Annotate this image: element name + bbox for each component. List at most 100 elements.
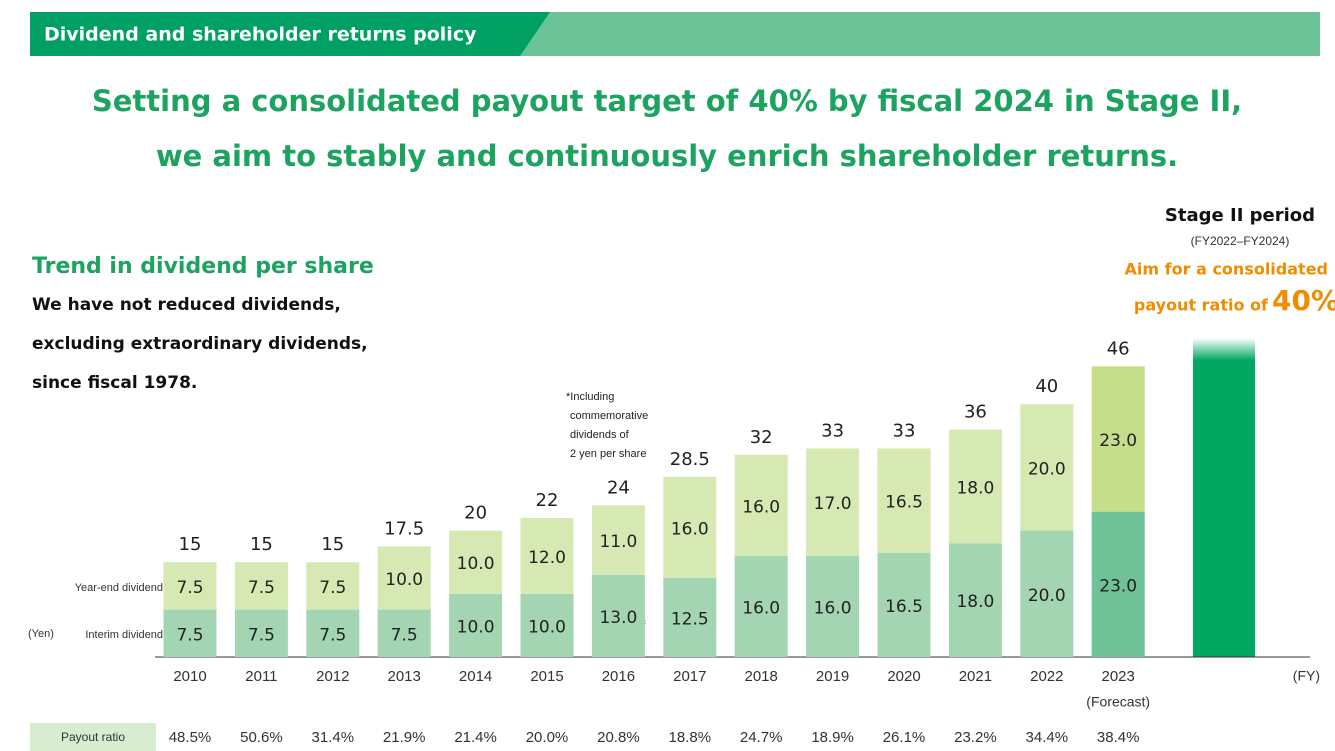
legend-label: Year-end dividend — [75, 582, 163, 594]
total-label: 22 — [536, 490, 559, 511]
value-label: 18.0 — [956, 592, 994, 612]
value-label: 18.0 — [956, 478, 994, 498]
bar-segment — [306, 562, 360, 610]
value-label: 23.0 — [1099, 576, 1137, 596]
x-tick-label: 2014 — [459, 668, 492, 685]
value-label: 16.5 — [885, 493, 923, 513]
x-tick-label: 2017 — [673, 668, 706, 685]
bar-segment — [520, 593, 574, 657]
payout-box — [30, 723, 156, 751]
banner: Dividend and shareholder returns policy — [44, 24, 477, 46]
payout-label: 21.4% — [454, 729, 497, 746]
payout-label: 20.0% — [526, 729, 569, 746]
stage-title: Stage II period — [1165, 205, 1315, 226]
value-label: 16.0 — [742, 598, 780, 618]
section-title: Trend in dividend per share — [32, 254, 374, 279]
bar-segment — [163, 562, 217, 610]
payout-label: 26.1% — [883, 729, 926, 746]
payout-label: 20.8% — [597, 729, 640, 746]
x-tick-label: 2019 — [816, 668, 849, 685]
stage-aim: Aim for a consolidated — [1125, 260, 1328, 279]
value-label: 7.5 — [248, 625, 275, 645]
value-label: 7.5 — [391, 625, 418, 645]
x-tick-label: 2022 — [1030, 668, 1063, 685]
total-label: 40 — [1035, 376, 1058, 397]
total-label: 15 — [179, 534, 202, 555]
total-label: 24 — [607, 477, 630, 498]
value-label: 23.0 — [1099, 431, 1137, 451]
value-label: 7.5 — [319, 625, 346, 645]
payout-label: 23.2% — [954, 729, 997, 746]
value-label: 7.5 — [176, 578, 203, 598]
legend-label: Interim dividend — [85, 629, 163, 641]
bar-segment — [948, 543, 1002, 657]
payout-label: 38.4% — [1097, 729, 1140, 746]
value-label: 10.0 — [457, 554, 495, 574]
value-label: 7.5 — [248, 578, 275, 598]
payout-label: 24.7% — [740, 729, 783, 746]
total-label: 15 — [321, 534, 344, 555]
total-label: 15 — [250, 534, 273, 555]
total-label: 46 — [1107, 338, 1130, 359]
stage-aim: payout ratio of — [1134, 296, 1269, 315]
value-label: 11.0 — [599, 532, 637, 552]
x-tick-label: 2012 — [316, 668, 349, 685]
x-unit: (FY) — [1293, 668, 1320, 684]
value-label: 17.0 — [814, 494, 852, 514]
bar-segment — [1020, 404, 1074, 531]
headline: we aim to stably and continuously enrich… — [156, 139, 1178, 173]
bar-segment — [663, 578, 717, 657]
value-label: 16.0 — [742, 497, 780, 517]
payout-label: 31.4% — [312, 729, 355, 746]
value-label: 13.0 — [599, 608, 637, 628]
bar-segment — [1091, 366, 1145, 512]
headline: Setting a consolidated payout target of … — [92, 84, 1242, 118]
bar-segment — [520, 517, 574, 594]
x-tick-label: 2018 — [745, 668, 778, 685]
value-label: 20.0 — [1028, 459, 1066, 479]
bar-segment — [877, 552, 931, 657]
bar-segment — [591, 574, 645, 657]
total-label: 32 — [750, 427, 773, 448]
total-label: 20 — [464, 503, 487, 524]
bar-segment — [806, 448, 860, 556]
x-tick-label: 2015 — [530, 668, 563, 685]
bar-segment — [306, 609, 360, 657]
value-label: 10.0 — [528, 617, 566, 637]
y-unit: (Yen) — [28, 628, 54, 640]
payout-label: 18.8% — [669, 729, 712, 746]
bar-segment — [234, 562, 288, 610]
x-tick-label: 2020 — [887, 668, 920, 685]
value-label: 16.0 — [814, 598, 852, 618]
bar-segment — [449, 530, 503, 594]
banner-box — [30, 12, 550, 56]
x-tick-label: 2010 — [173, 668, 206, 685]
bar-segment — [234, 609, 288, 657]
bar-segment — [449, 593, 503, 657]
value-label: 12.0 — [528, 548, 566, 568]
stage-bar — [1193, 338, 1255, 657]
total-label: 33 — [821, 420, 844, 441]
bar-segment — [163, 609, 217, 657]
payout-label: 34.4% — [1026, 729, 1069, 746]
bar-segment — [1091, 511, 1145, 657]
footnote: *Including — [566, 391, 614, 403]
total-label: 36 — [964, 401, 987, 422]
x-tick-label: 2013 — [388, 668, 421, 685]
footnote: dividends of — [570, 429, 630, 441]
bar-segment — [877, 448, 931, 553]
value-label: 10.0 — [385, 570, 423, 590]
forecast-note: (Forecast) — [1086, 694, 1150, 710]
payout-label: 50.6% — [240, 729, 283, 746]
section-text: We have not reduced dividends, — [32, 295, 341, 315]
value-label: 20.0 — [1028, 586, 1066, 606]
bar-segment — [806, 555, 860, 657]
payout-label: 18.9% — [811, 729, 854, 746]
section-text: since fiscal 1978. — [32, 373, 197, 393]
x-tick-label: 2016 — [602, 668, 635, 685]
value-label: 16.5 — [885, 597, 923, 617]
payout-name: Payout ratio — [61, 730, 125, 744]
bar-segment — [948, 429, 1002, 544]
x-tick-label: 2021 — [959, 668, 992, 685]
